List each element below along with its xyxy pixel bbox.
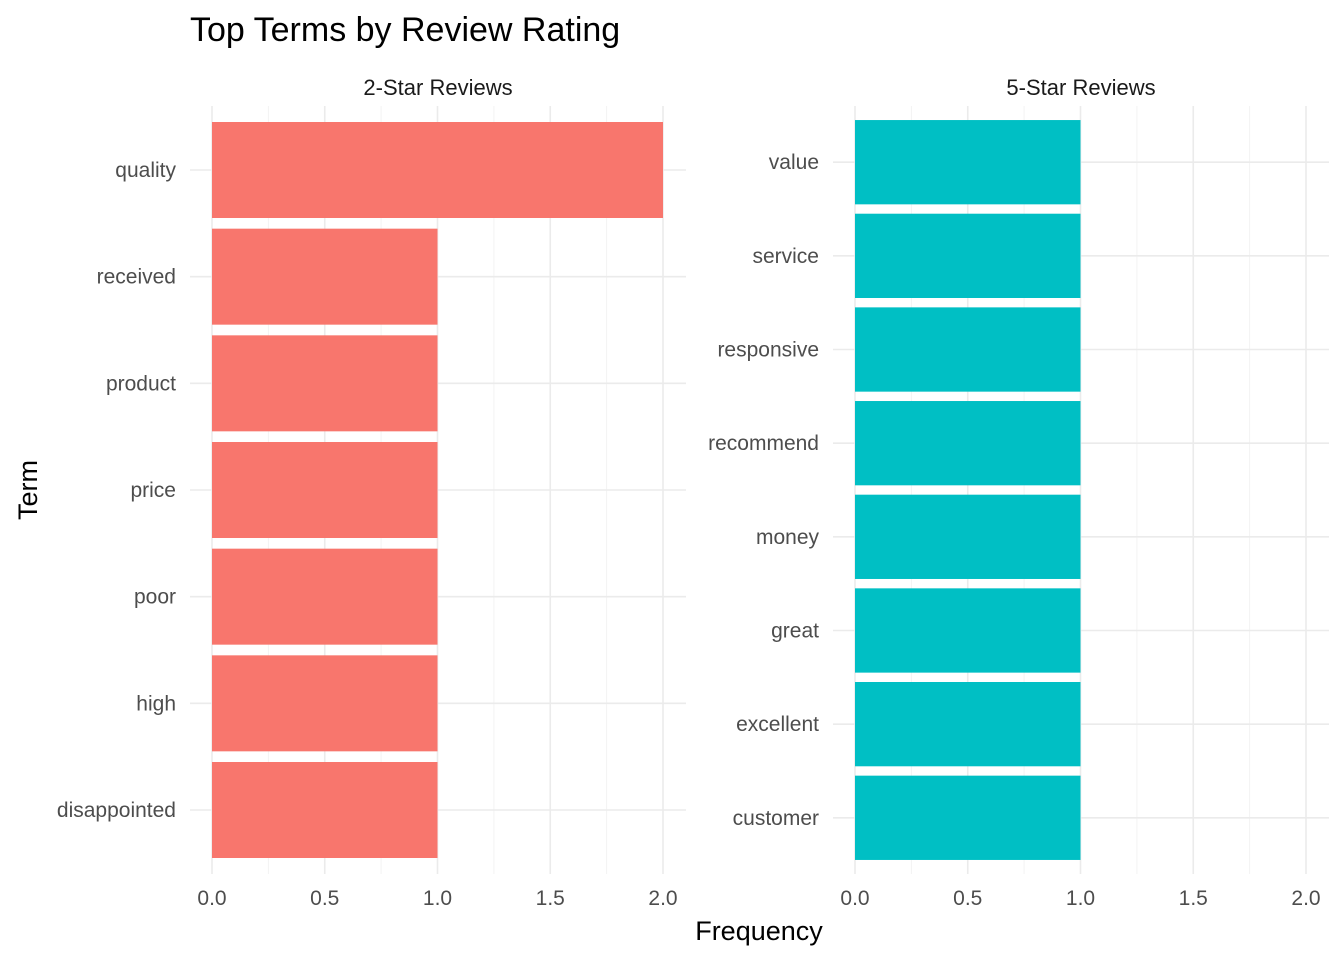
panel-strip-label: 2-Star Reviews [363,75,512,100]
bar-price [212,442,438,538]
x-tick-label: 1.0 [1066,887,1095,910]
y-tick-label: customer [733,807,819,830]
bar-quality [212,122,663,218]
panels: 2-Star Reviews 0.0 0.5 1.0 1.5 2.0 quality rece… [57,75,1329,910]
y-tick-label: responsive [717,339,819,362]
x-tick-label: 0.5 [310,887,339,910]
x-tick-label: 1.0 [423,887,452,910]
x-tick-label: 0.0 [197,887,226,910]
x-axis-title: Frequency [695,916,823,946]
bar-excellent [855,682,1081,767]
bar-recommend [855,401,1081,486]
bar-product [212,335,438,432]
x-tick-label: 2.0 [1291,887,1320,910]
y-tick-label: great [771,619,819,642]
y-tick-label: service [752,245,819,268]
y-tick-label: product [106,372,176,395]
x-tick-label: 0.0 [840,887,869,910]
x-tick-label: 1.5 [1179,887,1208,910]
y-axis-title: Term [13,460,43,520]
y-tick-label: money [756,526,820,549]
panel-1: 2-Star Reviews 0.0 0.5 1.0 1.5 2.0 quality rece… [57,75,686,910]
bar-customer [855,775,1081,860]
bar-received [212,228,438,325]
x-tick-label: 1.5 [536,887,565,910]
x-tick-label: 0.5 [953,887,982,910]
panel-strip-label: 5-Star Reviews [1006,75,1155,100]
y-tick-label: value [769,151,819,174]
y-tick-label: excellent [736,713,819,736]
y-tick-label: poor [134,586,176,609]
bar-great [855,588,1081,673]
y-tick-label: quality [115,159,176,182]
bar-responsive [855,307,1081,392]
panel-2: 5-Star Reviews 0.0 0.5 1.0 1.5 2.0 value servic… [708,75,1329,910]
y-tick-label: disappointed [57,799,176,822]
bar-disappointed [212,762,438,858]
bar-poor [212,548,438,645]
bar-money [855,494,1081,579]
y-tick-label: received [97,266,176,289]
bar-high [212,655,438,752]
chart-title: Top Terms by Review Rating [190,11,620,49]
y-tick-label: high [136,692,176,715]
y-tick-label: recommend [708,432,819,455]
x-tick-label: 2.0 [648,887,677,910]
bar-value [855,120,1081,205]
y-tick-label: price [130,479,176,502]
bar-service [855,213,1081,298]
